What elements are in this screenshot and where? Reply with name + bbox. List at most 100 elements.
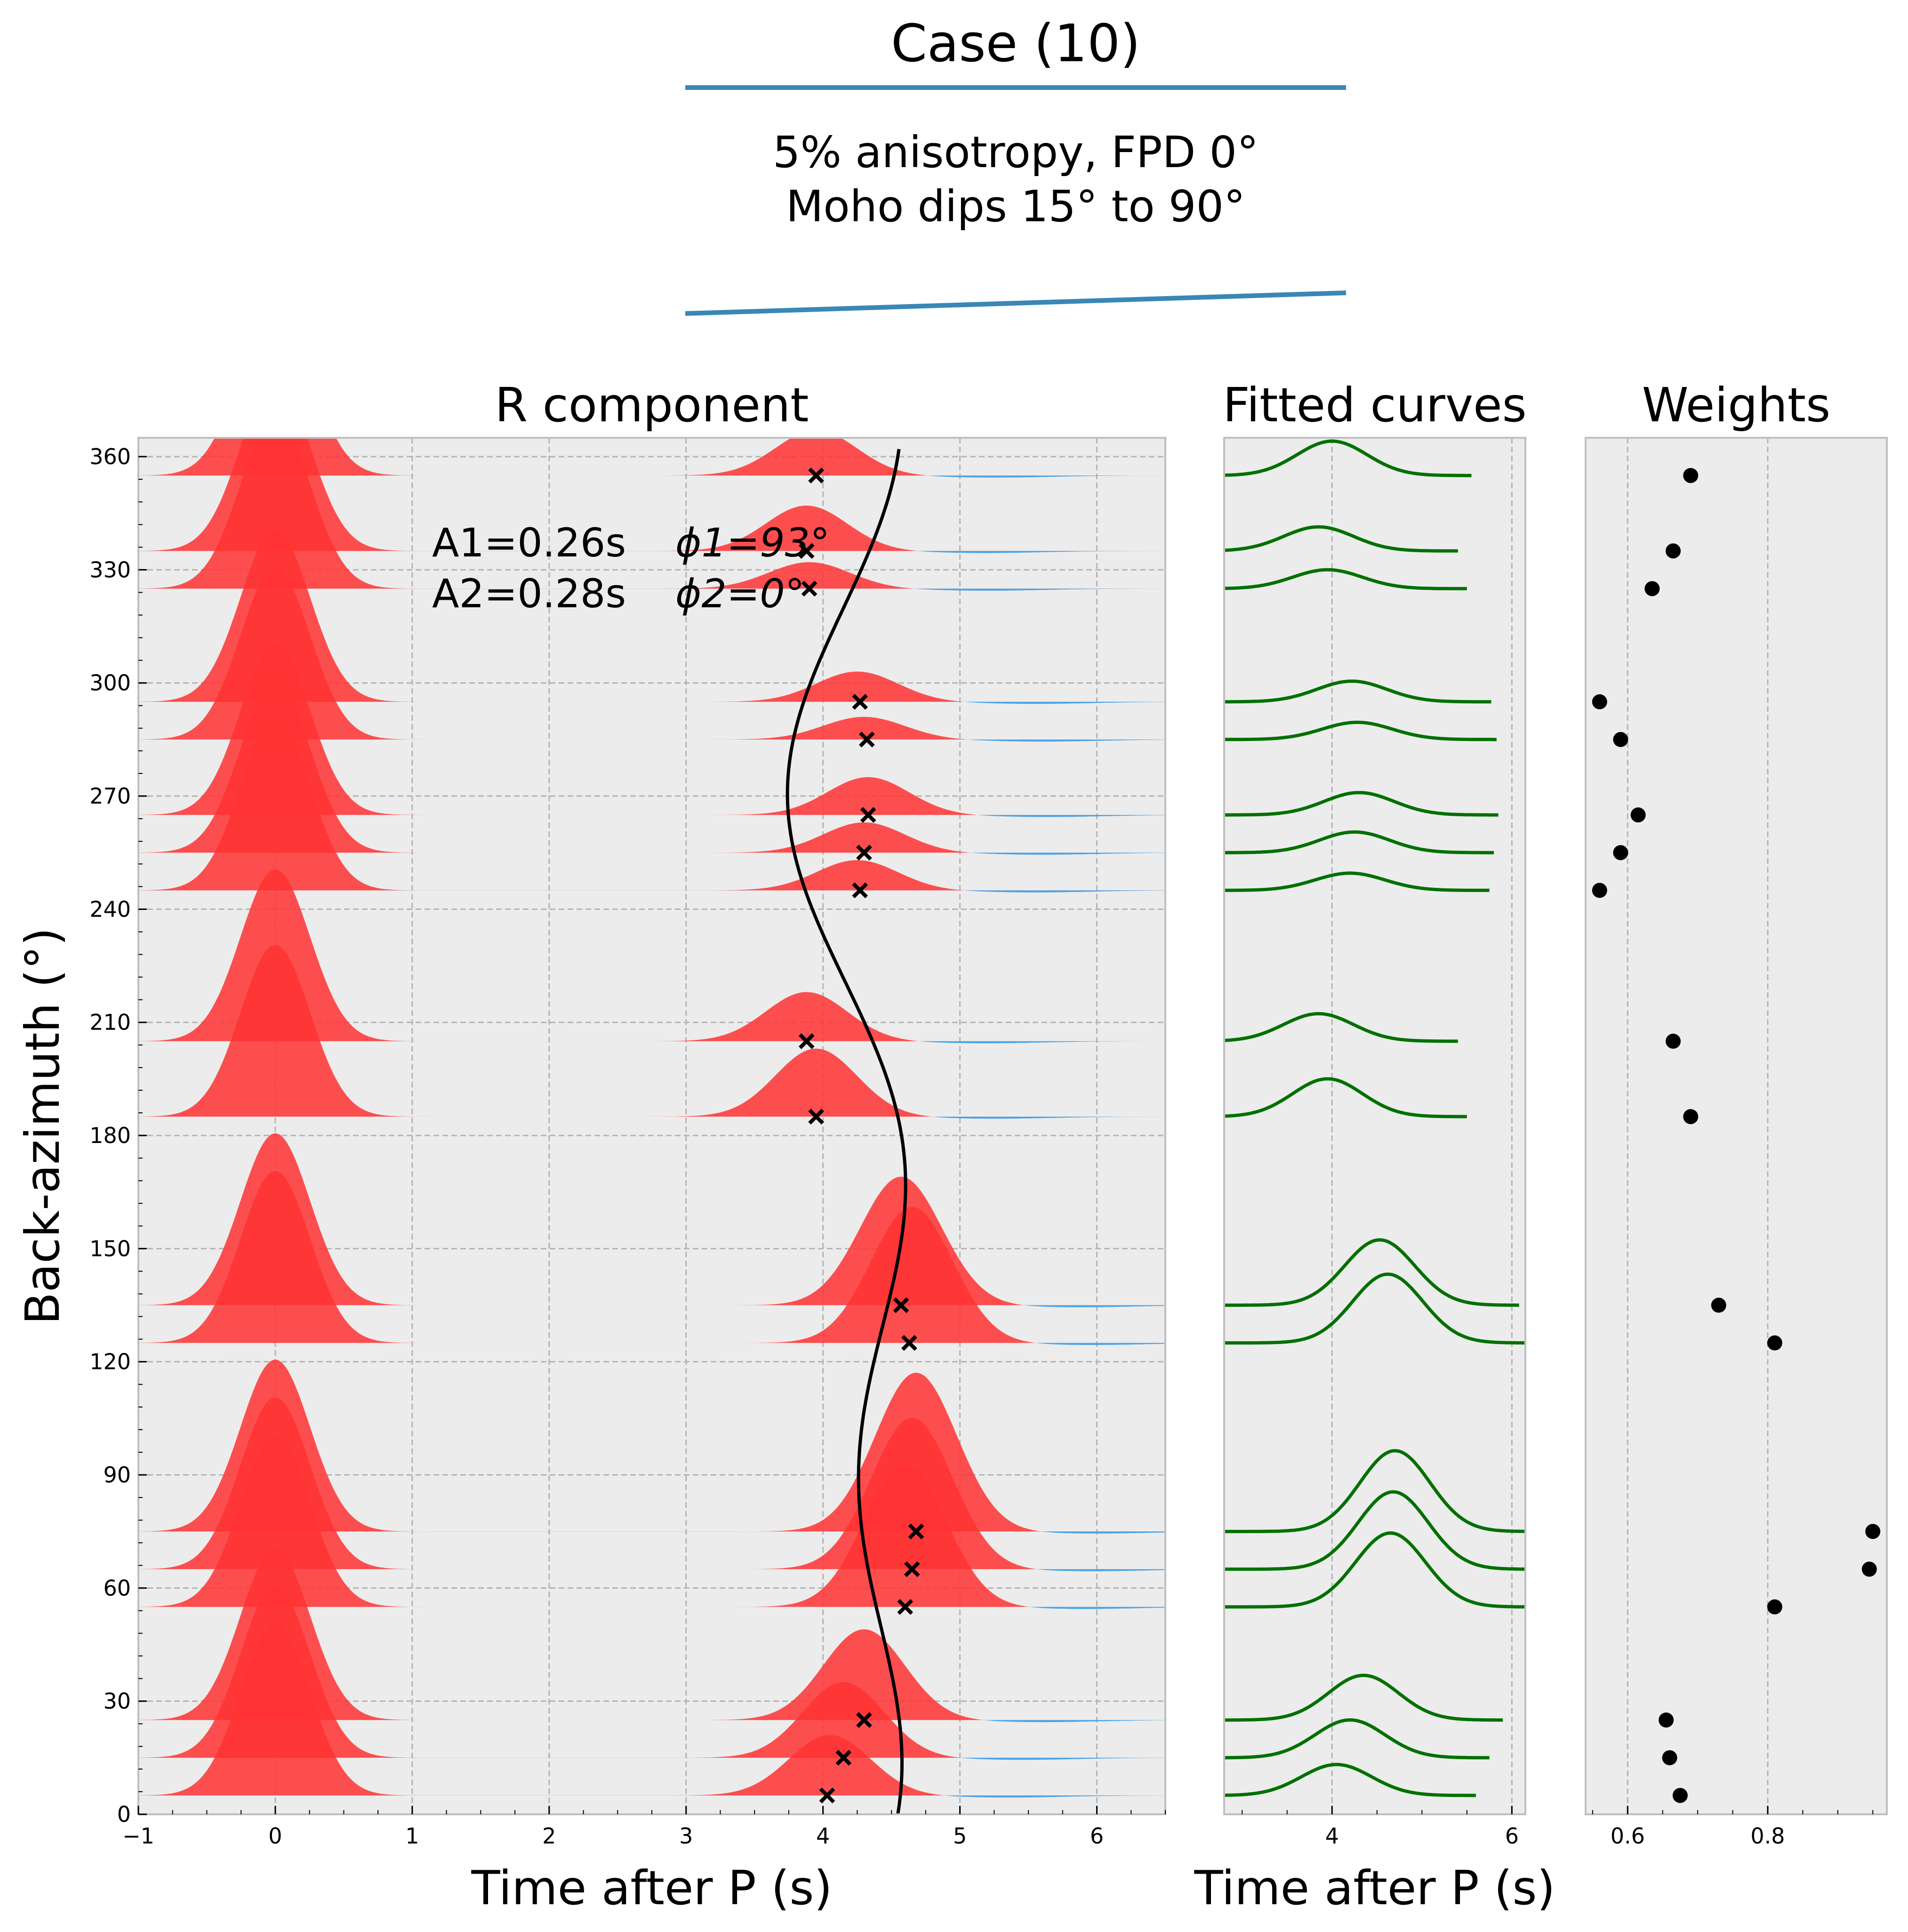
ps-pick-marker xyxy=(852,693,868,710)
weight-point xyxy=(1683,1109,1699,1124)
fitted-curve-line xyxy=(1224,791,1499,817)
weight-point xyxy=(1666,1033,1681,1049)
ps-pick-marker xyxy=(798,1033,815,1049)
weights-grid xyxy=(1627,438,1769,1814)
weight-point xyxy=(1711,1297,1726,1313)
trace-negative-fill xyxy=(138,1757,1165,1760)
fitted-curve-line xyxy=(1224,1674,1503,1722)
w-xtick-label: 0.8 xyxy=(1750,1823,1785,1849)
fitted-curve-line xyxy=(1224,1077,1467,1119)
ps-pick-marker xyxy=(798,543,815,559)
weight-point xyxy=(1644,581,1660,596)
ps-pick-marker xyxy=(808,467,824,483)
annotation-a2: A2=0.28s xyxy=(432,571,626,617)
ps-pick-marker xyxy=(852,882,868,899)
r-xtick-label: 0 xyxy=(268,1823,282,1849)
r-ytick-label: 0 xyxy=(117,1802,131,1827)
r-ytick-label: 210 xyxy=(89,1010,131,1035)
dipping-moho-line xyxy=(685,290,1347,316)
trace-negative-fill xyxy=(138,1795,1165,1798)
r-xtick-label: −1 xyxy=(122,1823,154,1849)
r-ytick-label: 330 xyxy=(89,557,131,582)
r-xtick-label: 6 xyxy=(1090,1823,1104,1849)
weight-point xyxy=(1592,694,1607,709)
case-title: Case (10) xyxy=(891,13,1140,73)
harmonic-fit-curve xyxy=(786,449,907,1814)
ps-pick-marker xyxy=(858,732,875,748)
annotation-phi1: ϕ1=93° xyxy=(675,520,830,566)
fitted-curve-line xyxy=(1224,1012,1458,1043)
weight-point xyxy=(1672,1787,1688,1803)
fitted-curve-line xyxy=(1224,1272,1525,1345)
trace-negative-fill xyxy=(138,475,1165,478)
weight-point xyxy=(1683,468,1699,483)
weights-title: Weights xyxy=(1642,378,1831,433)
ps-pick-marker xyxy=(897,1599,914,1615)
r-component-xlabel: Time after P (s) xyxy=(471,1860,832,1916)
weight-point xyxy=(1861,1562,1877,1577)
trace-negative-fill xyxy=(138,1607,1165,1609)
ps-pick-marker xyxy=(860,807,876,823)
ps-pick-marker xyxy=(856,1712,872,1728)
trace-positive-fill xyxy=(138,438,1165,589)
r-component-traces xyxy=(138,438,1165,1814)
ps-pick-marker xyxy=(856,845,872,861)
w-xtick-label: 0.6 xyxy=(1611,1823,1645,1849)
fitted-curve-line xyxy=(1224,1490,1525,1571)
r-component-ylabel: Back-azimuth (°) xyxy=(15,927,70,1325)
subtitle-line-1: 5% anisotropy, FPD 0° xyxy=(773,127,1259,177)
weight-point xyxy=(1613,732,1628,747)
ps-pick-marker xyxy=(904,1561,920,1578)
r-ytick-label: 60 xyxy=(103,1575,131,1601)
trace-negative-fill xyxy=(138,1343,1165,1345)
trace-negative-fill xyxy=(138,853,1165,855)
r-xtick-label: 5 xyxy=(953,1823,967,1849)
trace-negative-fill xyxy=(138,551,1165,553)
trace-negative-fill xyxy=(138,739,1165,742)
f-xtick-label: 6 xyxy=(1505,1823,1519,1849)
weight-point xyxy=(1630,807,1646,823)
r-ytick-label: 180 xyxy=(89,1123,131,1148)
ps-pick-marker xyxy=(808,1109,824,1125)
weight-point xyxy=(1767,1599,1782,1615)
weight-point xyxy=(1662,1750,1677,1765)
r-xtick-label: 1 xyxy=(405,1823,419,1849)
trace-negative-fill xyxy=(138,1041,1165,1044)
r-ytick-label: 360 xyxy=(89,444,131,469)
r-xtick-label: 2 xyxy=(542,1823,556,1849)
trace-negative-fill xyxy=(138,701,1165,704)
fitted-curves-lines xyxy=(1224,439,1525,1797)
r-ytick-label: 120 xyxy=(89,1349,131,1375)
trace-positive-fill xyxy=(138,945,1165,1117)
r-ytick-label: 30 xyxy=(103,1689,131,1714)
fitted-curve-line xyxy=(1224,568,1467,590)
weights-plot-area xyxy=(1586,438,1887,1814)
r-component-title: R component xyxy=(495,378,809,433)
fitted-curve-line xyxy=(1224,1238,1519,1307)
trace-negative-fill xyxy=(138,588,1165,591)
ps-pick-marker xyxy=(835,1750,852,1766)
fitted-curve-line xyxy=(1224,871,1490,892)
weights-ticks: 0.6 0.8 xyxy=(1592,1806,1874,1849)
trace-negative-fill xyxy=(138,815,1165,817)
trace-positive-fill xyxy=(138,718,1165,891)
weight-point xyxy=(1865,1524,1881,1539)
weight-point xyxy=(1666,543,1681,559)
weight-point xyxy=(1613,845,1628,861)
r-ytick-label: 150 xyxy=(89,1236,131,1261)
fitted-curve-line xyxy=(1224,525,1458,553)
trace-negative-fill xyxy=(138,1116,1165,1119)
ps-pick-marker xyxy=(819,1787,835,1803)
fitted-curve-line xyxy=(1224,1763,1476,1797)
ps-pick-marker xyxy=(908,1523,924,1540)
r-xtick-label: 4 xyxy=(816,1823,830,1849)
f-xtick-label: 4 xyxy=(1325,1823,1339,1849)
r-ytick-label: 90 xyxy=(103,1462,131,1488)
fitted-curves-plot-area xyxy=(1224,438,1525,1814)
r-ytick-label: 300 xyxy=(89,670,131,696)
weights-points xyxy=(1592,468,1881,1803)
annotation-phi2: ϕ2=0° xyxy=(675,571,805,617)
annotation-a1: A1=0.26s xyxy=(432,520,626,566)
trace-negative-fill xyxy=(138,1531,1165,1534)
